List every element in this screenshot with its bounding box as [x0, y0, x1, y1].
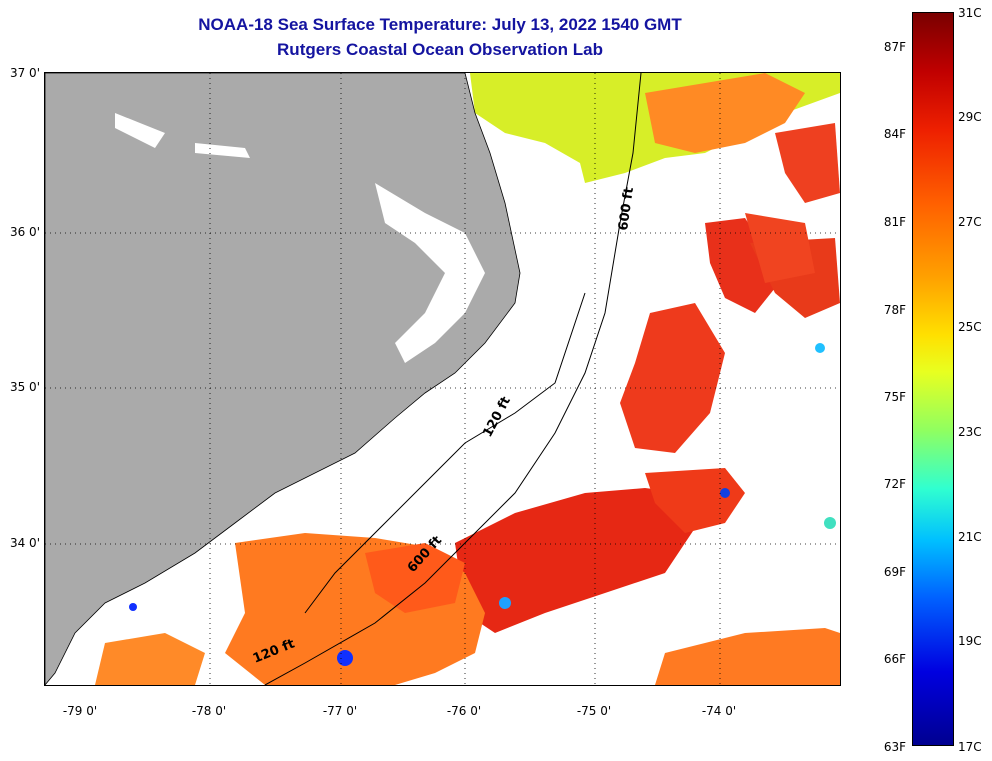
- sst-map: 600 ft 120 ft 600 ft 120 ft: [44, 72, 841, 686]
- lat-label-34: 34 0': [9, 536, 40, 550]
- lon-label-74: -74 0': [701, 704, 737, 718]
- sst-patches: [95, 73, 840, 685]
- map-title: NOAA-18 Sea Surface Temperature: July 13…: [198, 15, 682, 34]
- cbar-f-69: 69F: [883, 565, 906, 579]
- cbar-c-19: 19C: [958, 634, 982, 648]
- cbar-f-66: 66F: [883, 652, 906, 666]
- cbar-f-84: 84F: [883, 127, 906, 141]
- contour-label-600-north: 600 ft: [616, 186, 637, 231]
- cbar-f-78: 78F: [883, 303, 906, 317]
- cbar-f-63: 63F: [883, 740, 906, 754]
- cbar-c-29: 29C: [958, 110, 982, 124]
- cbar-f-87: 87F: [883, 40, 906, 54]
- lat-label-35: 35 0': [9, 380, 40, 394]
- depth-contours: [264, 73, 642, 685]
- lon-label-76: -76 0': [446, 704, 482, 718]
- cbar-f-75: 75F: [883, 390, 906, 404]
- lat-label-36: 36 0': [9, 225, 40, 239]
- temperature-colorbar: [912, 12, 954, 746]
- lon-label-75: -75 0': [576, 704, 612, 718]
- cbar-c-25: 25C: [958, 320, 982, 334]
- cbar-c-31: 31C: [958, 6, 982, 20]
- cbar-c-21: 21C: [958, 530, 982, 544]
- cbar-c-23: 23C: [958, 425, 982, 439]
- lon-label-77: -77 0': [322, 704, 358, 718]
- cbar-f-72: 72F: [883, 477, 906, 491]
- cbar-f-81: 81F: [883, 215, 906, 229]
- map-subtitle: Rutgers Coastal Ocean Observation Lab: [277, 40, 603, 59]
- graticule: [45, 73, 840, 685]
- lon-label-78: -78 0': [191, 704, 227, 718]
- lat-label-37: 37 0': [9, 66, 40, 80]
- cbar-c-17: 17C: [958, 740, 982, 754]
- lon-label-79: -79 0': [62, 704, 98, 718]
- cbar-c-27: 27C: [958, 215, 982, 229]
